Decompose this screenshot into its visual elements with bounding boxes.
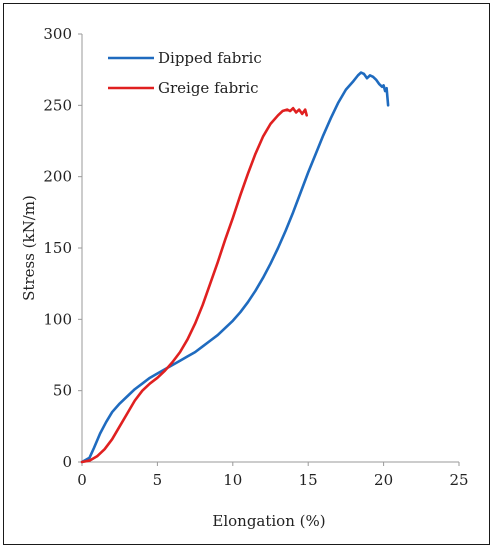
x-tick-label: 5 [153,471,163,489]
x-tick-label: 0 [77,471,87,489]
y-tick-label: 200 [43,168,72,186]
x-tick-label: 10 [223,471,242,489]
y-tick-label: 300 [43,25,72,43]
legend: Dipped fabric Greige fabric [108,49,262,97]
x-tick-label: 25 [449,471,468,489]
legend-label-greige-fabric: Greige fabric [158,79,259,97]
line-chart: 0 50 100 150 200 250 300 0 5 10 15 20 25 Dipped fabr… [20,25,469,530]
x-axis-title: Elongation (%) [212,512,325,530]
x-tick-label: 20 [374,471,393,489]
y-tick-label: 50 [53,382,72,400]
axes: 0 50 100 150 200 250 300 0 5 10 15 20 25 [43,25,468,489]
series-line-dipped-fabric [80,71,390,464]
y-axis-title: Stress (kN/m) [20,195,38,301]
chart-frame: 0 50 100 150 200 250 300 0 5 10 15 20 25 Dipped fabr… [3,3,490,545]
series-layer [80,71,390,464]
x-tick-label: 15 [299,471,318,489]
y-tick-label: 250 [43,96,72,114]
y-tick-label: 100 [43,310,72,328]
series-line-greige-fabric [80,106,308,464]
y-tick-label: 150 [43,239,72,257]
legend-label-dipped-fabric: Dipped fabric [158,49,262,67]
y-tick-label: 0 [62,453,72,471]
